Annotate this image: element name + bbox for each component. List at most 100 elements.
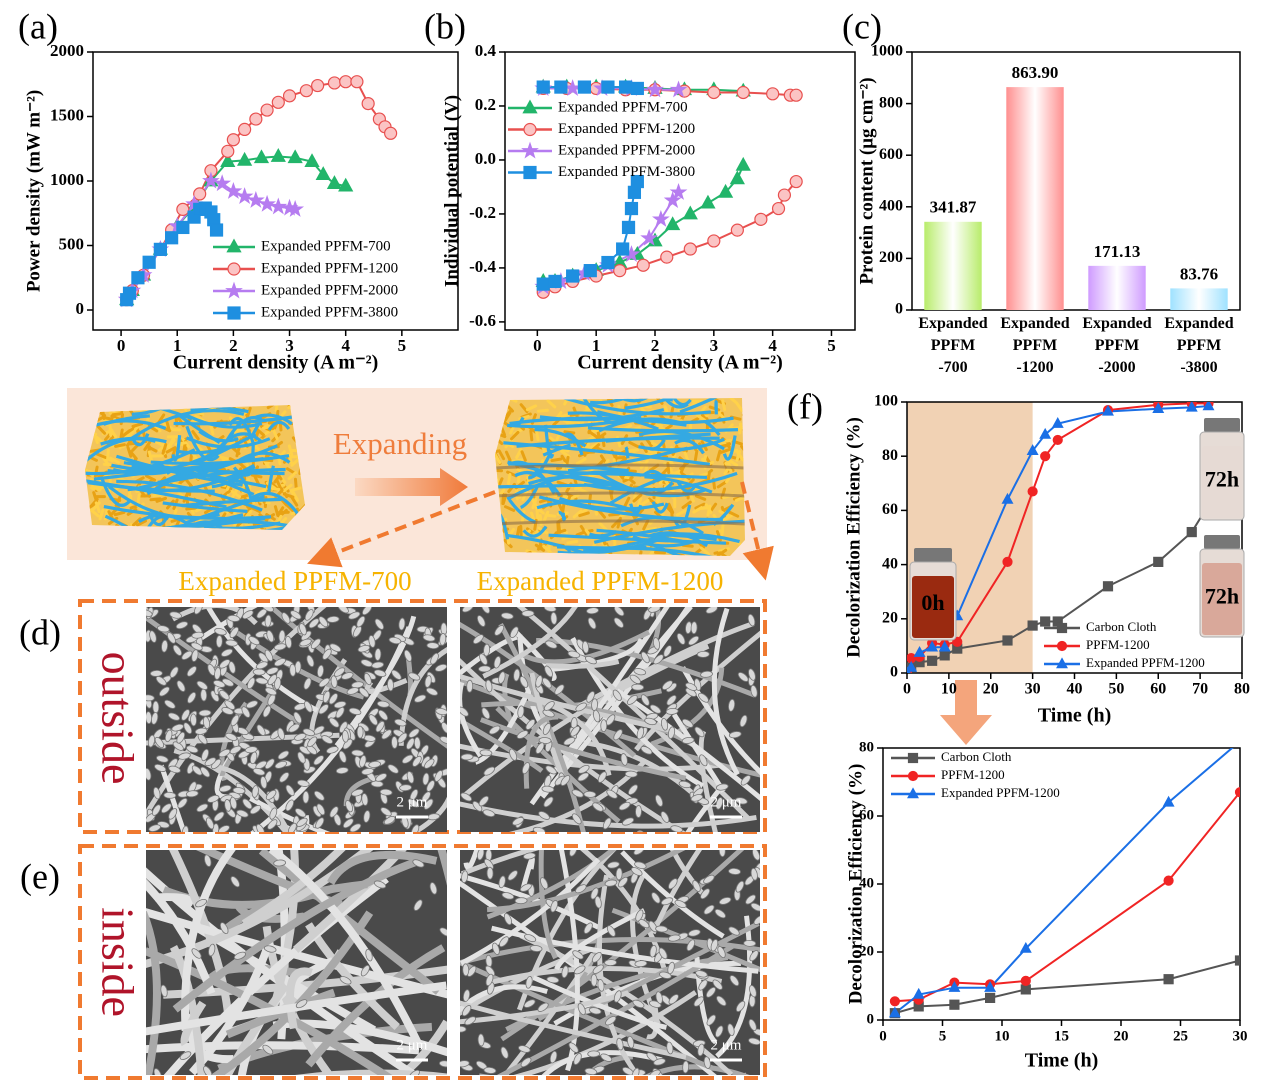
sem-bacterium bbox=[295, 999, 308, 1009]
sem-bacterium bbox=[172, 741, 184, 751]
y-axis-title: Decolorization Efficiency (%) bbox=[843, 417, 864, 658]
sem-bacterium bbox=[246, 677, 256, 690]
sem-bacterium bbox=[464, 1016, 476, 1026]
sem-bacterium bbox=[348, 611, 361, 620]
sem-bacterium bbox=[622, 817, 635, 826]
sem-bacterium bbox=[264, 649, 274, 662]
y-tick-label: 2000 bbox=[50, 41, 84, 60]
value-label: 863.90 bbox=[1012, 63, 1059, 82]
sem-bacterium bbox=[478, 665, 491, 673]
sem-bacterium bbox=[260, 776, 268, 789]
sem-bacterium bbox=[233, 951, 247, 960]
bar bbox=[924, 221, 982, 310]
fiber bbox=[522, 525, 548, 538]
sem-bacterium bbox=[232, 787, 246, 795]
sem-bacterium bbox=[661, 680, 673, 690]
sem-bacterium bbox=[333, 701, 347, 709]
sem-bacterium bbox=[666, 695, 677, 706]
sem-bacterium bbox=[655, 794, 664, 807]
series-line bbox=[894, 791, 1240, 1003]
fiber bbox=[646, 538, 699, 548]
sem-bacterium bbox=[374, 648, 382, 661]
sem-bacterium bbox=[218, 748, 231, 758]
sem-bacterium bbox=[168, 765, 181, 774]
sem-bacterium bbox=[688, 635, 700, 646]
sem-fiber bbox=[508, 760, 646, 832]
zoom-arrow bbox=[940, 680, 992, 745]
sem-bacterium bbox=[692, 880, 701, 892]
sem-bacterium bbox=[466, 679, 474, 693]
x-tick-label: 20 bbox=[983, 681, 999, 698]
fiber bbox=[647, 531, 709, 548]
fiber bbox=[675, 509, 687, 517]
x-tick-label: 0 bbox=[903, 681, 911, 698]
sem-bacterium bbox=[597, 979, 605, 992]
sem-bacterium bbox=[256, 724, 266, 736]
sem-bacterium bbox=[542, 709, 555, 718]
sem-fiber bbox=[146, 614, 302, 726]
y-tick-label: -0.2 bbox=[469, 203, 496, 222]
fiber bbox=[131, 433, 150, 447]
marker bbox=[948, 981, 961, 992]
sem-bacterium bbox=[460, 1025, 467, 1033]
sem-bacterium bbox=[632, 999, 645, 1009]
sem-bacterium bbox=[535, 675, 543, 688]
sem-bacterium bbox=[521, 762, 530, 775]
y-tick-label: 60 bbox=[882, 501, 898, 518]
y-tick-label: 40 bbox=[882, 555, 898, 572]
sem-bacterium bbox=[164, 699, 176, 709]
sem-bacterium bbox=[214, 627, 227, 636]
fiber bbox=[255, 427, 265, 437]
y-tick-label: 600 bbox=[879, 146, 903, 163]
sem-bacterium bbox=[743, 939, 757, 947]
sem-bacterium bbox=[624, 770, 638, 778]
y-axis-title: Individual potential (V) bbox=[441, 95, 462, 287]
sem-bacterium bbox=[255, 661, 269, 670]
sem-bacterium bbox=[408, 728, 420, 738]
scale-bar-label: 2 μm bbox=[711, 794, 742, 810]
fiber bbox=[147, 512, 168, 527]
fiber bbox=[628, 441, 640, 449]
fiber bbox=[588, 530, 618, 538]
fiber bbox=[722, 435, 737, 461]
fiber bbox=[108, 410, 121, 415]
fibers bbox=[85, 405, 305, 530]
plot-area bbox=[907, 402, 1215, 673]
sem-bacterium bbox=[391, 669, 402, 680]
sem-bacterium bbox=[633, 668, 647, 676]
y-tick-label: 1000 bbox=[871, 43, 903, 60]
sem-bacterium bbox=[198, 709, 212, 717]
layer-gap bbox=[495, 519, 745, 526]
sem-bacterium bbox=[146, 711, 153, 725]
sem-bacterium bbox=[248, 636, 260, 646]
sem-bacterium bbox=[439, 632, 447, 646]
fiber bbox=[131, 464, 267, 489]
sem-bacterium bbox=[485, 973, 494, 987]
sem-fiber bbox=[491, 925, 759, 974]
marker bbox=[663, 191, 682, 208]
sem-bacterium bbox=[297, 779, 310, 787]
sem-fiber bbox=[460, 634, 518, 676]
sem-bacterium bbox=[361, 793, 369, 806]
sem-bacterium bbox=[304, 609, 314, 621]
sem-bacterium bbox=[439, 736, 447, 744]
marker bbox=[1185, 402, 1198, 412]
sem-bacterium bbox=[412, 859, 425, 868]
marker bbox=[618, 80, 633, 94]
y-tick-label: 0 bbox=[890, 664, 898, 681]
fiber bbox=[177, 442, 240, 455]
fiber bbox=[230, 488, 239, 500]
marker bbox=[523, 165, 537, 180]
fiber bbox=[289, 489, 299, 501]
fiber bbox=[165, 419, 171, 432]
sem-bacterium bbox=[597, 771, 607, 783]
sem-bacterium bbox=[503, 913, 512, 926]
sem-bacterium bbox=[177, 797, 188, 809]
vial-label: 72h bbox=[1205, 583, 1239, 608]
sem-bacterium bbox=[146, 694, 155, 702]
sem-bacterium bbox=[690, 621, 698, 635]
sem-bacterium bbox=[634, 861, 647, 870]
marker bbox=[1153, 556, 1164, 567]
sem-bacterium bbox=[228, 661, 236, 674]
